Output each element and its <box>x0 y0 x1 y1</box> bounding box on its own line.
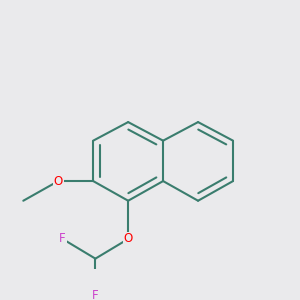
Text: F: F <box>92 289 99 300</box>
Text: F: F <box>59 232 66 245</box>
Text: O: O <box>124 232 133 245</box>
Text: O: O <box>54 175 63 188</box>
